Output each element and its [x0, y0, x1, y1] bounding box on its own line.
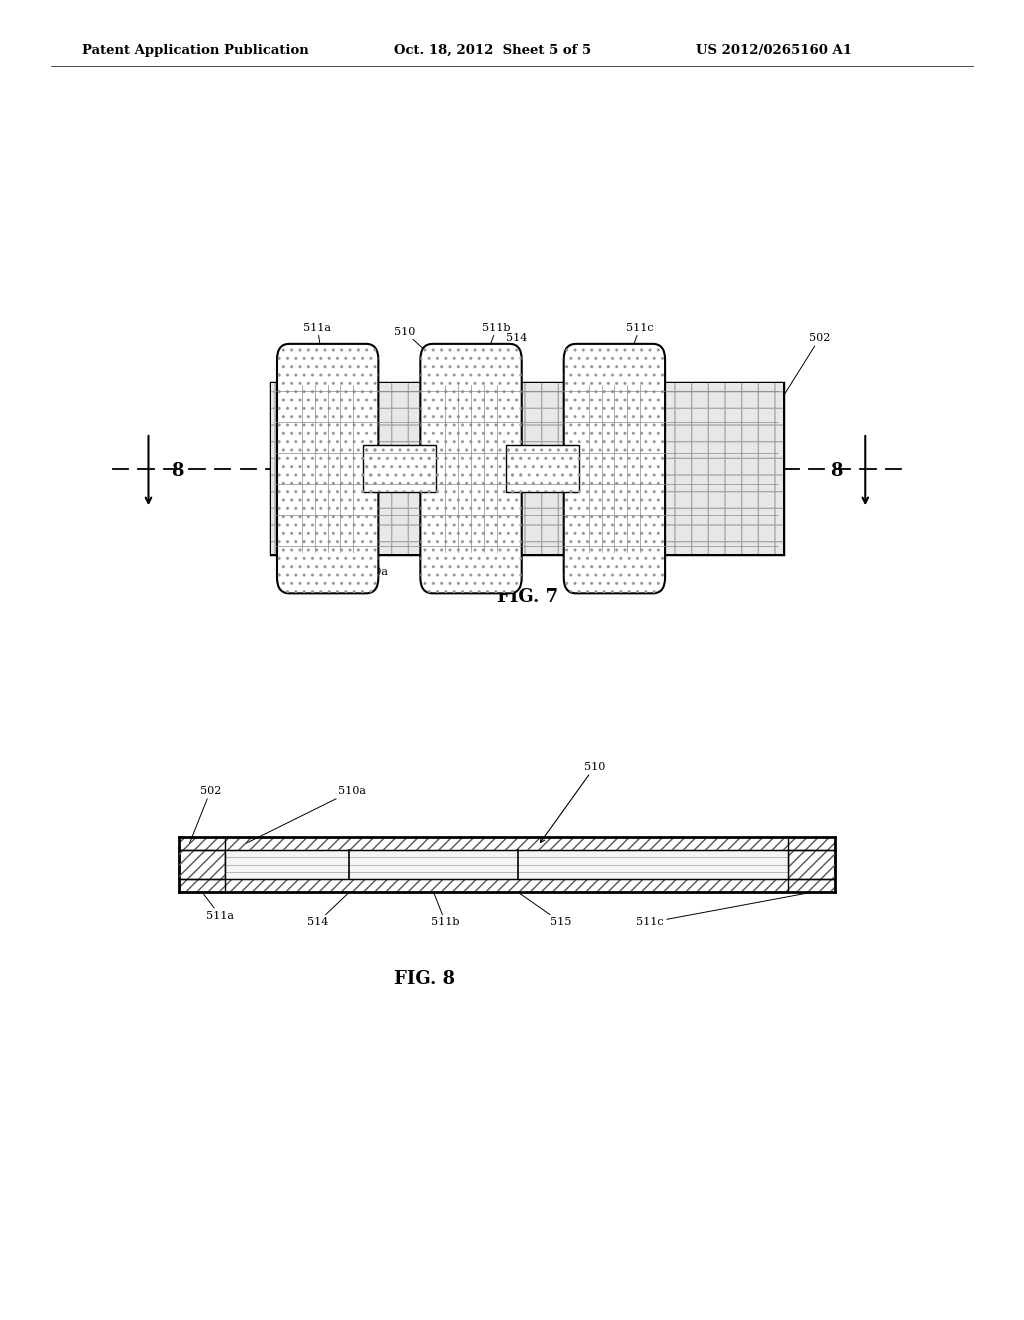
Text: Patent Application Publication: Patent Application Publication	[82, 44, 308, 57]
Text: 510a: 510a	[338, 548, 388, 577]
Text: 502: 502	[189, 785, 221, 843]
Bar	[179, 850, 225, 879]
Bar	[179, 879, 835, 892]
Text: FIG. 7: FIG. 7	[497, 587, 558, 606]
Text: 8: 8	[171, 462, 183, 479]
Text: 511a: 511a	[202, 892, 234, 921]
Text: US 2012/0265160 A1: US 2012/0265160 A1	[696, 44, 852, 57]
Bar	[788, 850, 835, 879]
Text: 514: 514	[307, 892, 349, 928]
Bar	[271, 383, 783, 554]
Text: FIG. 8: FIG. 8	[394, 970, 456, 989]
FancyBboxPatch shape	[421, 343, 522, 594]
Text: 8: 8	[830, 462, 843, 479]
Bar	[362, 445, 436, 491]
Bar	[225, 850, 788, 879]
Text: 511e: 511e	[452, 548, 480, 577]
Bar	[271, 383, 783, 554]
Bar	[506, 445, 580, 491]
Text: 510: 510	[541, 762, 605, 842]
Text: 510: 510	[394, 326, 461, 383]
Text: 511b: 511b	[431, 892, 460, 928]
Text: 511d: 511d	[278, 541, 317, 572]
Bar	[362, 445, 436, 491]
Text: 511f: 511f	[617, 541, 642, 577]
Text: 511c: 511c	[637, 892, 811, 928]
FancyBboxPatch shape	[276, 343, 379, 594]
Bar	[506, 445, 580, 491]
Text: 515: 515	[518, 892, 571, 928]
Text: Oct. 18, 2012  Sheet 5 of 5: Oct. 18, 2012 Sheet 5 of 5	[394, 44, 592, 57]
Bar	[179, 850, 225, 879]
Bar	[788, 850, 835, 879]
Text: 502: 502	[783, 333, 830, 396]
Text: 511b: 511b	[471, 322, 511, 396]
FancyBboxPatch shape	[563, 343, 666, 594]
Text: 511c: 511c	[614, 322, 653, 396]
Bar	[179, 879, 835, 892]
Bar	[179, 837, 835, 850]
Bar	[179, 837, 835, 850]
Text: 514: 514	[481, 333, 527, 422]
Text: 515: 515	[486, 548, 509, 581]
Text: 511a: 511a	[303, 322, 332, 396]
Text: 510a: 510a	[246, 785, 366, 843]
